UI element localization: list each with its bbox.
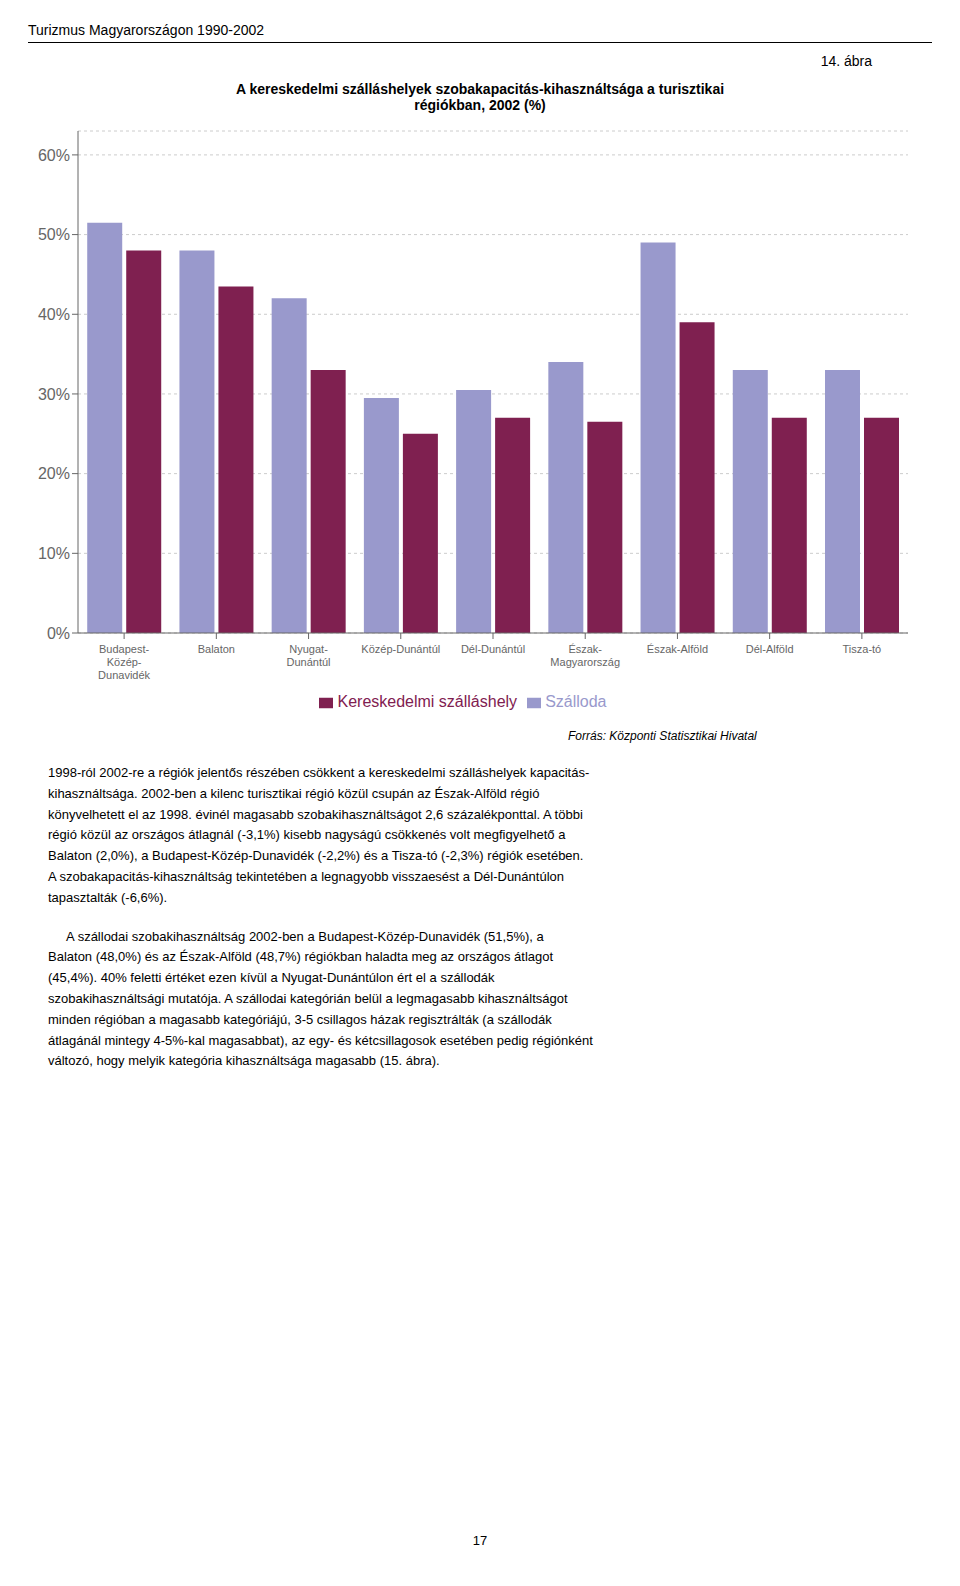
html-text:17: 17	[472, 1533, 488, 1548]
html-text:Kereskedelmi szálláshely: Kereskedelmi szálláshely	[337, 693, 518, 710]
svg-text:60%: 60%	[38, 147, 70, 164]
svg-text:Dél-Alföld: Dél-Alföld	[746, 643, 794, 655]
svg-text:Budapest-Közép-Dunavidék: Budapest-Közép-Dunavidék	[98, 643, 150, 681]
svg-text:Észak-Magyarország: Észak-Magyarország	[550, 643, 620, 668]
svg-text:10%: 10%	[38, 545, 70, 562]
html-text:Forrás: Központi Statisztikai: Forrás: Központi Statisztikai Hivatal	[568, 729, 757, 743]
html-text:régiókban, 2002 (%): régiókban, 2002 (%)	[414, 97, 546, 113]
svg-text:40%: 40%	[38, 306, 70, 323]
svg-text:50%: 50%	[38, 226, 70, 243]
html-text:A kereskedelmi szálláshelyek s: A kereskedelmi szálláshelyek szobakapaci…	[235, 81, 725, 97]
svg-text:Balaton: Balaton	[198, 643, 235, 655]
svg-text:Tisza-tó: Tisza-tó	[843, 643, 882, 655]
html-text:14. ábra: 14. ábra	[820, 53, 872, 69]
svg-text:Nyugat-Dunántúl: Nyugat-Dunántúl	[287, 643, 331, 668]
svg-text:0%: 0%	[47, 625, 70, 642]
svg-text:Észak-Alföld: Észak-Alföld	[647, 643, 708, 655]
svg-text:Közép-Dunántúl: Közép-Dunántúl	[361, 643, 440, 655]
html-text:Szálloda: Szálloda	[545, 693, 607, 710]
svg-text:20%: 20%	[38, 465, 70, 482]
svg-text:Dél-Dunántúl: Dél-Dunántúl	[461, 643, 525, 655]
html-text:A szállodai szobakihasználtság: A szállodai szobakihasználtság 2002-ben …	[48, 928, 593, 1069]
svg-text:30%: 30%	[38, 386, 70, 403]
html-text:Turizmus Magyarországon 1990-2: Turizmus Magyarországon 1990-2002	[28, 22, 264, 38]
html-text:1998-ról 2002-re a régiók jele: 1998-ról 2002-re a régiók jelentős részé…	[48, 765, 590, 905]
